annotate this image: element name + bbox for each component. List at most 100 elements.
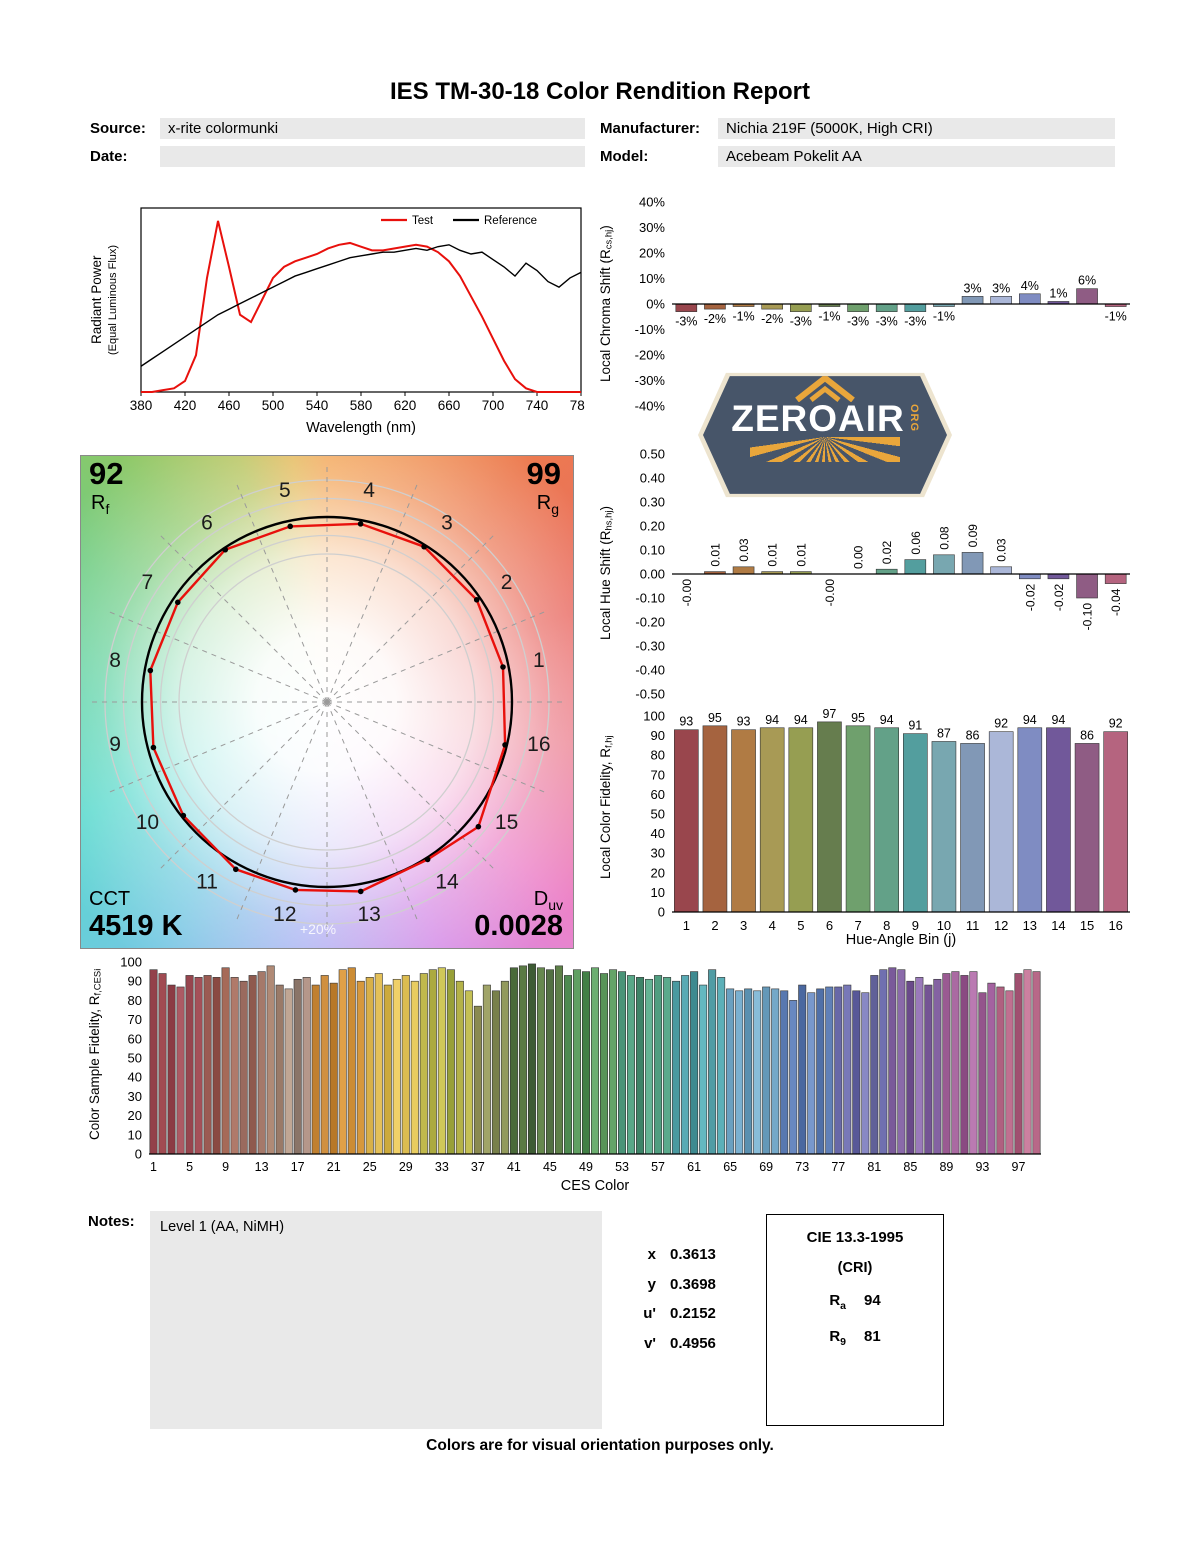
bin-number: 3 <box>441 511 453 534</box>
tick-label: -3% <box>675 315 697 329</box>
bin-number: 4 <box>363 479 375 502</box>
tick-label: -1% <box>732 310 754 324</box>
tick-label: 13 <box>255 1160 269 1174</box>
tick-label: 86 <box>966 728 980 742</box>
chroma-shift-chart: Local Chroma Shift (Rcs,hj) 40% 30% 20% 10%… <box>598 192 1132 416</box>
bin-marker <box>357 888 364 895</box>
cct-label: CCT <box>89 888 131 910</box>
rg-label: Rg <box>536 492 559 517</box>
bar <box>536 967 545 1155</box>
bar <box>744 988 753 1155</box>
bar <box>401 975 410 1155</box>
bar <box>554 965 563 1155</box>
bar <box>1023 969 1032 1155</box>
bar <box>284 988 293 1155</box>
bar <box>1047 573 1070 580</box>
rf-label: Rf <box>91 492 110 517</box>
tick-label: 0.50 <box>640 447 665 462</box>
page-title: IES TM-30-18 Color Rendition Report <box>389 78 811 105</box>
tick-label: 5 <box>186 1160 193 1174</box>
bar <box>825 986 834 1155</box>
tick-label: 65 <box>723 1160 737 1174</box>
tick-label: 9 <box>222 1160 229 1174</box>
tick-label: 30% <box>639 220 665 235</box>
ces-xlabel: CES Color <box>560 1178 630 1194</box>
tick-label: -1% <box>933 310 955 324</box>
tick-label: 1 <box>150 1160 157 1174</box>
bar <box>185 975 194 1155</box>
tick-label: 780 <box>570 398 585 413</box>
notes-box: Level 1 (AA, NiMH) <box>150 1211 602 1429</box>
percent-ring <box>159 534 495 870</box>
tick-label: 0 <box>658 905 665 920</box>
bar <box>861 992 870 1155</box>
tick-label: 0% <box>646 297 665 312</box>
notes-label: Notes: <box>88 1213 135 1230</box>
tick-label: 14 <box>1051 918 1065 933</box>
bar <box>374 973 383 1155</box>
bar <box>194 977 203 1155</box>
tick-label: 89 <box>939 1160 953 1174</box>
tick-label: 3% <box>992 281 1010 295</box>
bar <box>852 990 861 1155</box>
bar <box>960 743 985 913</box>
footer-note: Colors are for visual orientation purpos… <box>426 1437 774 1454</box>
bar <box>572 969 581 1155</box>
bar <box>338 969 347 1155</box>
bar <box>627 975 636 1155</box>
bar <box>500 980 509 1155</box>
bin-marker <box>147 667 154 674</box>
bar <box>735 990 744 1155</box>
tick-label: 85 <box>903 1160 917 1174</box>
tick-label: -0.20 <box>635 615 665 630</box>
bar <box>527 963 536 1155</box>
bar <box>904 559 927 575</box>
tick-label: 5 <box>797 918 804 933</box>
tick-label: 94 <box>765 713 779 727</box>
tick-label: 73 <box>795 1160 809 1174</box>
bar <box>293 978 302 1155</box>
bar <box>158 973 167 1155</box>
tick-label: 45 <box>543 1160 557 1174</box>
bar <box>455 980 464 1155</box>
bar <box>845 725 871 913</box>
bin-marker <box>180 812 187 819</box>
bar <box>545 969 554 1155</box>
tick-label: 69 <box>759 1160 773 1174</box>
tick-label: 30 <box>651 846 665 861</box>
tick-label: -40% <box>635 399 666 414</box>
color-vector-graphic: 1 2 3 4 5 6 7 8 9 10 11 12 13 14 15 16 +20% 92 Rf 99 Rg … <box>80 455 574 949</box>
bar <box>816 988 825 1155</box>
tick-label: 420 <box>174 398 197 413</box>
tick-label: 0.08 <box>937 526 951 550</box>
bin-marker <box>475 823 482 830</box>
tick-label: 92 <box>994 717 1008 731</box>
bar <box>717 977 726 1155</box>
tick-label: -0.10 <box>1081 603 1095 631</box>
bar <box>753 990 762 1155</box>
tick-label: 0.03 <box>995 538 1009 562</box>
bar <box>365 977 374 1155</box>
chroma-shift-svg: 40%30%20%10%0%-10%-20%-30%-40%-3% -2% -1% -… <box>635 195 1130 414</box>
bar <box>951 971 960 1155</box>
bin-marker <box>421 543 427 550</box>
bar <box>464 990 473 1155</box>
model-label: Model: <box>600 148 649 165</box>
tick-label: 0.00 <box>852 545 866 569</box>
tick-label: 13 <box>1023 918 1037 933</box>
bin-marker <box>222 546 229 553</box>
bar <box>518 965 527 1155</box>
bar <box>761 303 783 310</box>
tick-label: -0.04 <box>1109 588 1123 616</box>
tick-label: 41 <box>507 1160 521 1174</box>
bar <box>961 552 984 575</box>
bar <box>1019 573 1041 580</box>
tick-label: -1% <box>1105 310 1127 324</box>
tick-label: 53 <box>615 1160 629 1174</box>
bar <box>275 984 284 1155</box>
bar <box>933 554 955 575</box>
bar <box>212 977 221 1155</box>
bar <box>906 980 915 1155</box>
